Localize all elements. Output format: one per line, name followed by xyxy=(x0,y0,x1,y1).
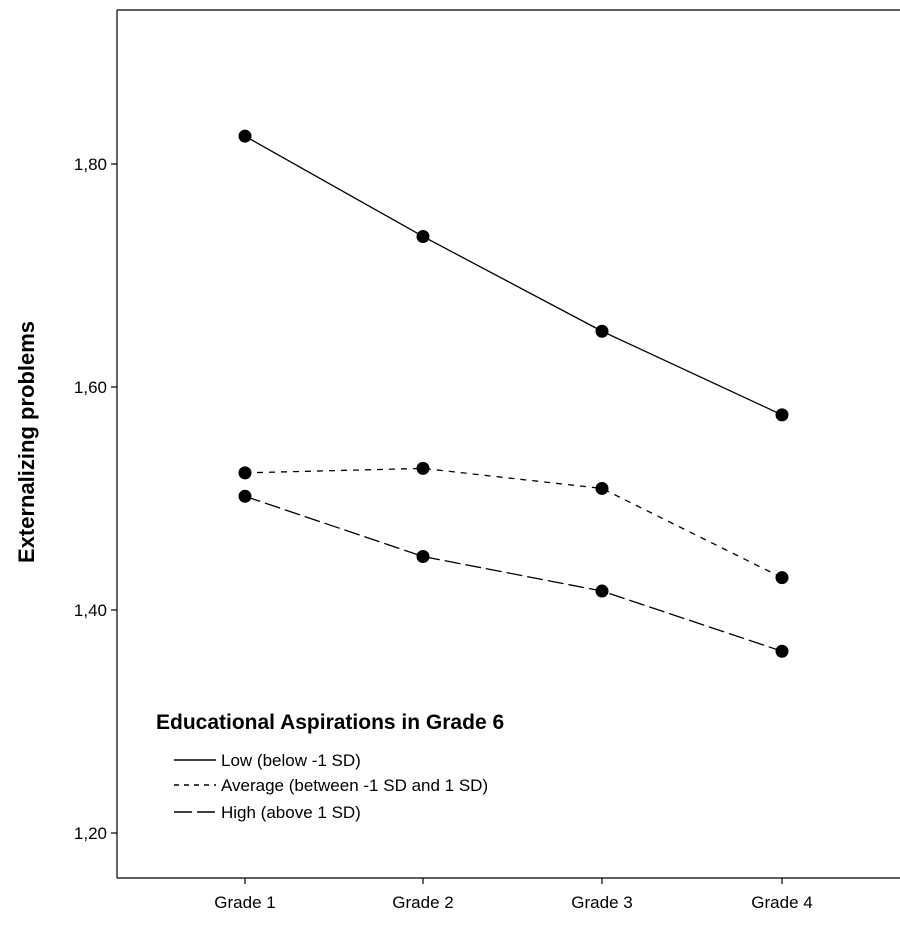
data-point xyxy=(238,466,252,480)
data-point xyxy=(595,324,609,338)
y-tick-label: 1,80 xyxy=(74,155,107,174)
series-line xyxy=(244,495,783,652)
legend: Educational Aspirations in Grade 6 Low (… xyxy=(156,711,504,822)
data-point xyxy=(238,489,252,503)
data-point xyxy=(416,461,430,475)
x-tick-label: Grade 1 xyxy=(214,893,275,912)
y-tick-label: 1,20 xyxy=(74,824,107,843)
series-line xyxy=(244,467,783,579)
data-point xyxy=(775,644,789,658)
data-point xyxy=(416,229,430,243)
data-point xyxy=(416,549,430,563)
x-tick-label: Grade 2 xyxy=(392,893,453,912)
data-point xyxy=(775,408,789,422)
series-line xyxy=(244,135,783,416)
x-tick-label: Grade 3 xyxy=(571,893,632,912)
data-point xyxy=(775,571,789,585)
x-tick-label: Grade 4 xyxy=(751,893,812,912)
data-point xyxy=(595,584,609,598)
data-point xyxy=(238,129,252,143)
legend-label: High (above 1 SD) xyxy=(221,803,361,822)
axes: 1,20 1,40 1,60 1,80 Grade 1 Grade 2 Grade 3 Gra… xyxy=(74,9,900,912)
y-axis-title: Externalizing problems xyxy=(14,321,39,563)
y-tick-label: 1,40 xyxy=(74,601,107,620)
legend-label: Low (below -1 SD) xyxy=(221,751,361,770)
legend-title: Educational Aspirations in Grade 6 xyxy=(156,711,504,734)
legend-label: Average (between -1 SD and 1 SD) xyxy=(221,776,488,795)
series-group xyxy=(238,129,789,658)
data-point xyxy=(595,481,609,495)
y-tick-label: 1,60 xyxy=(74,378,107,397)
